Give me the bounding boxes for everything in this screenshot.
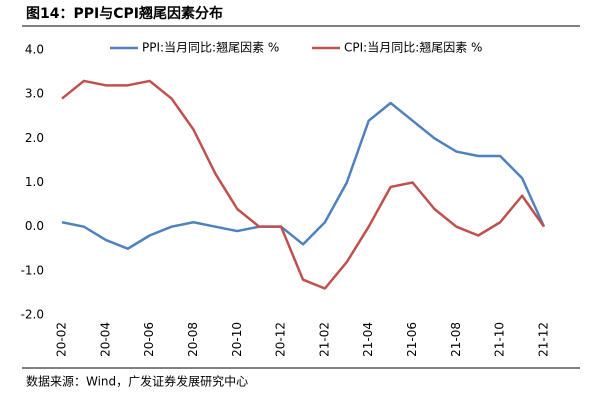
x-tick-label: 21-12 (537, 322, 551, 357)
x-tick-label: 20-10 (230, 322, 244, 357)
y-tick-label: 1.0 (25, 175, 44, 189)
x-tick-label: 21-02 (317, 322, 331, 357)
x-tick-label: 21-06 (405, 322, 419, 357)
x-tick-label: 21-10 (493, 322, 507, 357)
y-tick-label: 0.0 (25, 219, 44, 233)
y-tick-label: 3.0 (25, 87, 44, 101)
x-tick-label: 20-04 (98, 322, 112, 357)
x-tick-label: 20-08 (186, 322, 200, 357)
source: 数据来源：Wind，广发证券发展研究中心 (26, 374, 248, 389)
legend-label: CPI:当月同比:翘尾因素 % (344, 41, 482, 55)
y-tick-label: 2.0 (25, 131, 44, 145)
x-tick-label: 21-04 (361, 322, 375, 357)
line-series (61, 101, 546, 250)
line-series (61, 79, 546, 290)
chart-title: 图14：PPI与CPI翘尾因素分布 (26, 5, 223, 22)
legend-label: PPI:当月同比:翘尾因素 % (142, 41, 279, 55)
y-tick-label: 4.0 (25, 43, 44, 57)
x-tick-label: 20-12 (274, 322, 288, 357)
y-tick-label: -2.0 (21, 308, 44, 322)
y-tick-label: -1.0 (21, 263, 44, 277)
x-tick-label: 20-02 (55, 322, 69, 357)
x-tick-label: 21-08 (449, 322, 463, 357)
x-tick-label: 20-06 (142, 322, 156, 357)
